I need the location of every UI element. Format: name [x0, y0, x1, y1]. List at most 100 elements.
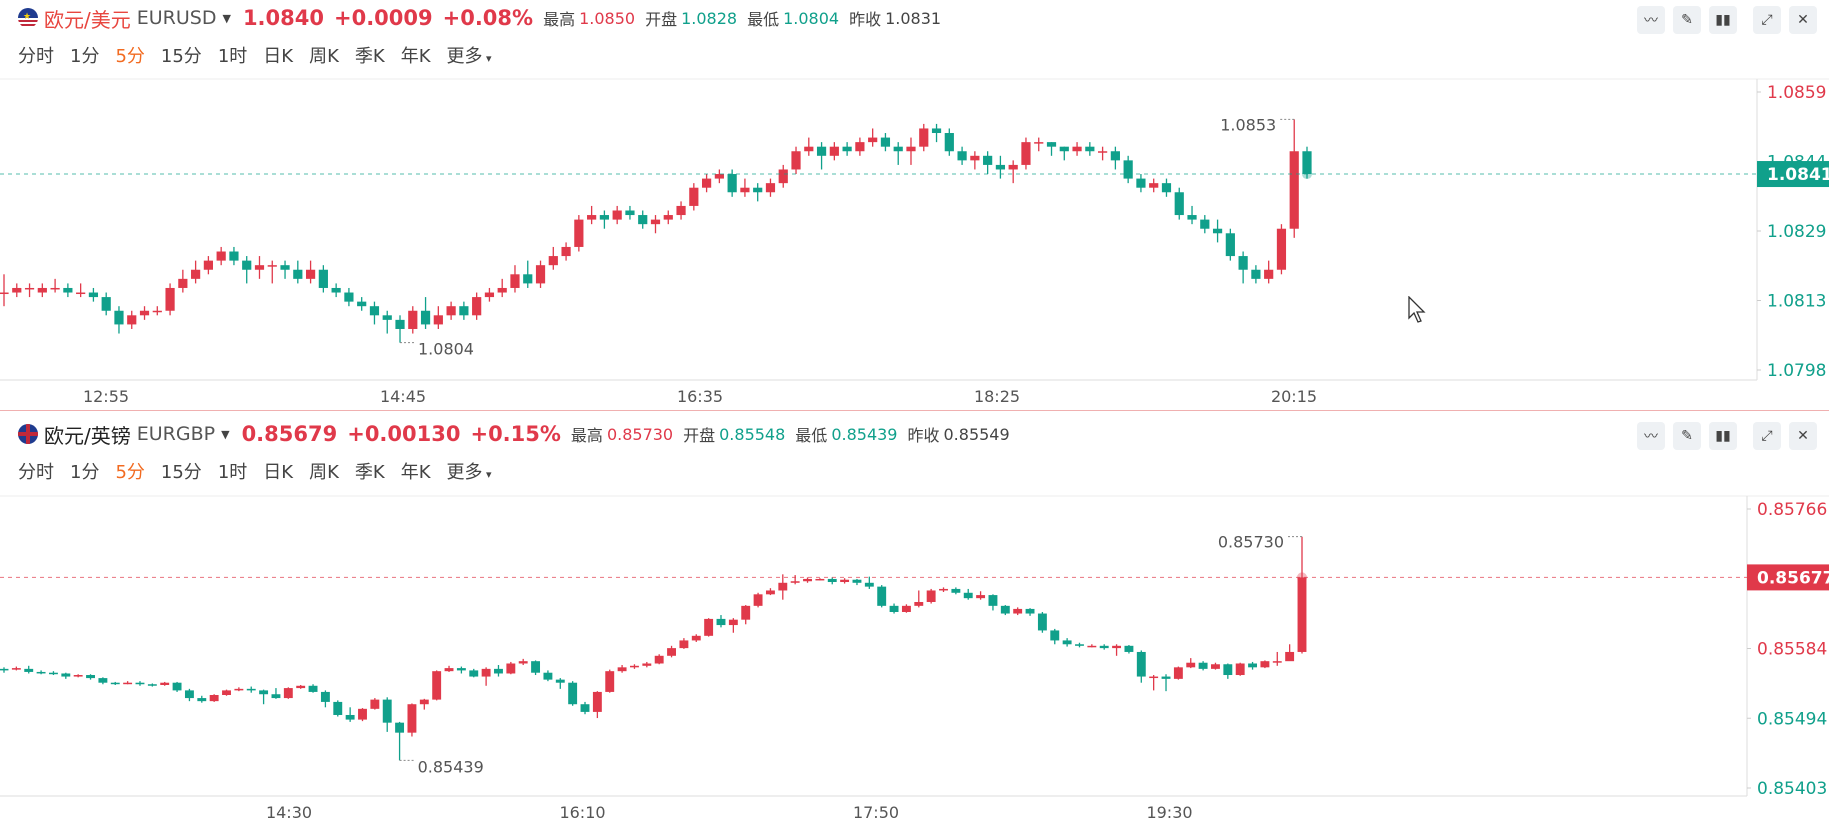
- tf-5m[interactable]: 5分: [115, 46, 145, 67]
- y-tick-label: 0.85403: [1757, 779, 1827, 799]
- stat-label: 最低: [795, 426, 828, 445]
- candle: [197, 695, 207, 703]
- pair-name[interactable]: 欧元/英镑: [44, 423, 131, 448]
- tf-1m[interactable]: 1分: [70, 462, 100, 483]
- tf-week[interactable]: 周K: [309, 46, 339, 67]
- tf-quarter[interactable]: 季K: [354, 462, 385, 483]
- tf-1m[interactable]: 1分: [70, 46, 100, 67]
- tf-1h[interactable]: 1时: [217, 462, 248, 483]
- candle: [1173, 666, 1183, 680]
- timeframe-bar: 分时 1分 5分 15分 1时 日K 周K 季K 年K 更多: [18, 458, 508, 484]
- pair-code[interactable]: EURUSD: [136, 7, 217, 29]
- candle: [86, 674, 95, 680]
- expand-icon[interactable]: ⤢: [1753, 6, 1781, 34]
- chevron-down-icon[interactable]: ▼: [221, 427, 230, 441]
- candle: [901, 604, 911, 613]
- tf-15m[interactable]: 15分: [160, 46, 202, 67]
- stat-value: 0.85548: [719, 424, 786, 444]
- tf-5m[interactable]: 5分: [115, 462, 145, 483]
- tf-week[interactable]: 周K: [309, 462, 339, 483]
- candle: [1136, 174, 1146, 193]
- draw-pencil-icon[interactable]: ✎: [1673, 6, 1701, 34]
- close-icon[interactable]: ✕: [1789, 6, 1817, 34]
- candle: [139, 306, 150, 320]
- candle: [663, 210, 673, 225]
- candle: [592, 691, 602, 719]
- stat-value: 0.85549: [943, 424, 1010, 444]
- candle: [369, 301, 380, 325]
- candle: [1272, 651, 1282, 666]
- stat-value: 0.85730: [606, 424, 674, 444]
- tf-more[interactable]: 更多: [447, 42, 492, 68]
- candle: [357, 297, 367, 311]
- candle: [568, 681, 578, 706]
- high-marker-label: 1.0853: [1220, 115, 1276, 134]
- tf-quarter[interactable]: 季K: [354, 46, 385, 67]
- eurusd-panel: 1.08591.08441.08291.08131.079812:5514:45…: [0, 0, 1829, 411]
- candle: [741, 605, 751, 625]
- candle: [931, 123, 942, 143]
- candle: [283, 687, 293, 699]
- tf-year[interactable]: 年K: [400, 462, 431, 483]
- candle-style-icon[interactable]: ▮▮: [1709, 422, 1737, 450]
- candle: [650, 215, 661, 234]
- indicator-icon[interactable]: 〰: [1637, 422, 1665, 450]
- candle: [280, 260, 290, 279]
- eurgbp-header: 欧元/英镑 EURGBP ▼ 0.85679 +0.00130 +0.15% 最…: [18, 420, 1020, 448]
- y-tick-label: 1.0859: [1767, 83, 1826, 103]
- candle: [555, 678, 565, 689]
- candle: [127, 310, 137, 329]
- candle: [209, 694, 219, 702]
- candle: [433, 306, 443, 329]
- candle: [939, 587, 948, 593]
- tf-fenshi[interactable]: 分时: [18, 46, 54, 67]
- candle: [395, 315, 405, 343]
- close-icon[interactable]: ✕: [1789, 422, 1817, 450]
- candle: [535, 260, 546, 288]
- indicator-icon[interactable]: 〰: [1637, 6, 1665, 34]
- candle: [893, 142, 903, 165]
- candle: [1008, 160, 1018, 184]
- candle: [1075, 642, 1084, 648]
- tf-day[interactable]: 日K: [263, 462, 294, 483]
- x-tick-label: 12:55: [83, 387, 129, 406]
- candle: [432, 670, 442, 701]
- candle: [548, 246, 558, 270]
- candle: [229, 246, 239, 266]
- tf-15m[interactable]: 15分: [160, 462, 202, 483]
- eurusd-chart[interactable]: 1.08591.08441.08291.08131.079812:5514:45…: [0, 0, 1829, 410]
- candle: [1285, 644, 1295, 662]
- stat-value: 0.85439: [831, 424, 898, 444]
- candle: [816, 142, 827, 170]
- tf-year[interactable]: 年K: [400, 46, 431, 67]
- candle: [203, 256, 213, 275]
- candle: [995, 155, 1006, 179]
- candle: [1223, 663, 1233, 679]
- chevron-down-icon[interactable]: ▼: [222, 11, 231, 25]
- tf-more[interactable]: 更多: [447, 458, 492, 484]
- pair-name[interactable]: 欧元/美元: [44, 7, 131, 32]
- candle-style-icon[interactable]: ▮▮: [1709, 6, 1737, 34]
- candle: [382, 310, 392, 334]
- candle: [254, 256, 265, 279]
- tf-1h[interactable]: 1时: [217, 46, 248, 67]
- candle: [689, 183, 699, 211]
- pair-code[interactable]: EURGBP: [136, 423, 216, 445]
- candle: [178, 269, 188, 293]
- stat-value: 1.0850: [579, 8, 636, 28]
- candle: [50, 278, 60, 293]
- candle: [630, 664, 639, 669]
- eurgbp-chart[interactable]: 0.85766 0.85677 0.85584 0.85494 0.85403 14:30…: [0, 416, 1829, 827]
- tf-fenshi[interactable]: 分时: [18, 462, 54, 483]
- candle: [1198, 661, 1208, 671]
- tf-day[interactable]: 日K: [263, 46, 294, 67]
- draw-pencil-icon[interactable]: ✎: [1673, 422, 1701, 450]
- candle: [48, 671, 58, 676]
- candle: [456, 666, 466, 674]
- candle: [1149, 675, 1159, 691]
- candle: [101, 292, 111, 316]
- last-price: 1.0840: [242, 6, 324, 30]
- candle: [840, 578, 850, 584]
- candle: [983, 151, 993, 175]
- expand-icon[interactable]: ⤢: [1753, 422, 1781, 450]
